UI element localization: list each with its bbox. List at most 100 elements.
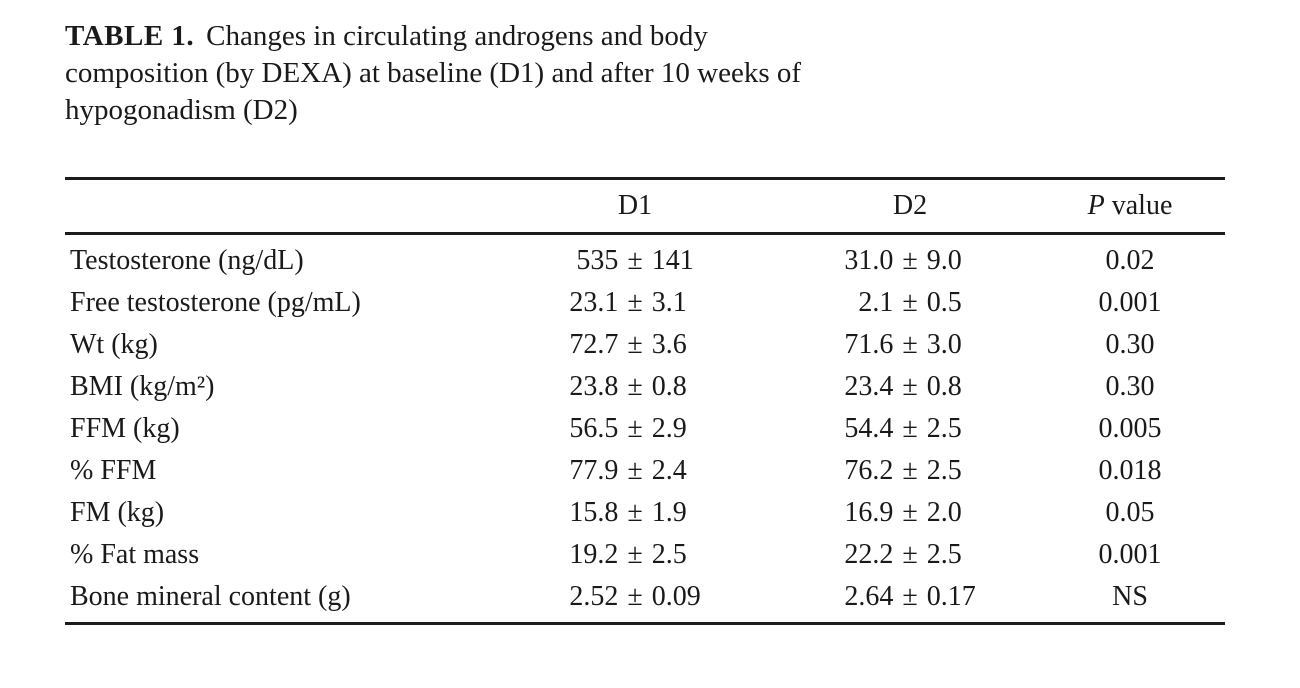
plus-minus-sign: ± <box>627 371 643 402</box>
caption-line: TABLE 1. Changes in circulating androgens… <box>65 18 1165 55</box>
table-row: FFM (kg) 56.5 ±2.9 54.4 ±2.5 0.005 <box>65 408 1225 450</box>
plus-minus-sign: ± <box>902 581 918 612</box>
cell-d2: 31.0 ±9.0 <box>785 245 1035 277</box>
table-header-row: D1 D2 P value <box>65 180 1225 232</box>
cell-d1: 72.7 ±3.6 <box>485 329 785 361</box>
column-header-d1: D1 <box>617 190 653 221</box>
value-sd: 0.8 <box>926 371 962 402</box>
cell-d2: 2.1 ±0.5 <box>785 287 1035 319</box>
table-row: Free testosterone (pg/mL) 23.1 ±3.1 2.1 ±0.5… <box>65 282 1225 324</box>
table-row: Testosterone (ng/dL) 535 ±141 31.0 ±9.0 0.02 <box>65 240 1225 282</box>
value-sd: 3.6 <box>651 329 687 360</box>
value-mean: 2.64 <box>844 581 894 612</box>
row-label: FM (kg) <box>70 497 165 528</box>
value-sd: 2.0 <box>926 497 962 528</box>
table-caption: TABLE 1. Changes in circulating androgens… <box>65 18 1165 129</box>
value-mean: 31.0 <box>844 245 894 276</box>
value-mean: 535 <box>576 245 619 276</box>
plus-minus-sign: ± <box>902 329 918 360</box>
plus-minus-sign: ± <box>902 455 918 486</box>
column-header-pvalue: P value <box>1035 190 1225 222</box>
plus-minus-sign: ± <box>902 497 918 528</box>
caption-line: composition (by DEXA) at baseline (D1) a… <box>65 57 802 89</box>
value-mean: 56.5 <box>569 413 619 444</box>
row-label: Free testosterone (pg/mL) <box>70 287 361 318</box>
row-label: % Fat mass <box>70 539 200 570</box>
cell-d1: 19.2 ±2.5 <box>485 539 785 571</box>
cell-d2: 76.2 ±2.5 <box>785 455 1035 487</box>
cell-d1: 56.5 ±2.9 <box>485 413 785 445</box>
value-sd: 2.5 <box>926 455 962 486</box>
value-sd: 9.0 <box>926 245 962 276</box>
plus-minus-sign: ± <box>627 245 643 276</box>
row-label: FFM (kg) <box>70 413 180 444</box>
table-body: Testosterone (ng/dL) 535 ±141 31.0 ±9.0 0.02 F… <box>65 235 1225 622</box>
value-mean: 23.4 <box>844 371 894 402</box>
cell-d2: 54.4 ±2.5 <box>785 413 1035 445</box>
cell-pvalue: 0.001 <box>1098 539 1162 570</box>
cell-pvalue: 0.30 <box>1105 329 1155 360</box>
plus-minus-sign: ± <box>627 581 643 612</box>
table-number-label: TABLE 1. <box>65 20 195 52</box>
cell-d2: 22.2 ±2.5 <box>785 539 1035 571</box>
cell-d1: 15.8 ±1.9 <box>485 497 785 529</box>
value-sd: 0.09 <box>651 581 701 612</box>
value-mean: 54.4 <box>844 413 894 444</box>
value-sd: 0.5 <box>926 287 962 318</box>
table-bottom-rule <box>65 622 1225 625</box>
plus-minus-sign: ± <box>902 287 918 318</box>
value-sd: 2.9 <box>651 413 687 444</box>
plus-minus-sign: ± <box>627 413 643 444</box>
value-sd: 3.1 <box>651 287 687 318</box>
value-mean: 76.2 <box>844 455 894 486</box>
table-header-rule <box>65 232 1225 235</box>
row-label: % FFM <box>70 455 157 486</box>
value-mean: 16.9 <box>844 497 894 528</box>
row-label: Testosterone (ng/dL) <box>70 245 304 276</box>
value-mean: 15.8 <box>569 497 619 528</box>
cell-pvalue: NS <box>1112 581 1148 612</box>
value-sd: 1.9 <box>651 497 687 528</box>
caption-text: Changes in circulating androgens and bod… <box>206 20 708 52</box>
plus-minus-sign: ± <box>627 329 643 360</box>
value-mean: 71.6 <box>844 329 894 360</box>
plus-minus-sign: ± <box>627 455 643 486</box>
column-header-d2: D2 <box>892 190 928 221</box>
cell-d1: 23.1 ±3.1 <box>485 287 785 319</box>
value-sd: 141 <box>651 245 694 276</box>
value-mean: 22.2 <box>844 539 894 570</box>
value-sd: 0.8 <box>651 371 687 402</box>
plus-minus-sign: ± <box>902 413 918 444</box>
cell-d1: 23.8 ±0.8 <box>485 371 785 403</box>
cell-pvalue: 0.018 <box>1098 455 1162 486</box>
table-row: % FFM 77.9 ±2.4 76.2 ±2.5 0.018 <box>65 450 1225 492</box>
value-mean: 72.7 <box>569 329 619 360</box>
cell-pvalue: 0.005 <box>1098 413 1162 444</box>
cell-d1: 2.52 ±0.09 <box>485 581 785 613</box>
table-row: Bone mineral content (g) 2.52 ±0.09 2.64 ±0.… <box>65 576 1225 618</box>
cell-d2: 2.64 ±0.17 <box>785 581 1035 613</box>
cell-pvalue: 0.001 <box>1098 287 1162 318</box>
value-mean: 2.1 <box>858 287 894 318</box>
plus-minus-sign: ± <box>902 245 918 276</box>
row-label: Bone mineral content (g) <box>70 581 351 612</box>
cell-d1: 535 ±141 <box>485 245 785 277</box>
cell-d1: 77.9 ±2.4 <box>485 455 785 487</box>
value-sd: 2.5 <box>926 413 962 444</box>
value-mean: 2.52 <box>569 581 619 612</box>
row-label: Wt (kg) <box>70 329 158 360</box>
plus-minus-sign: ± <box>902 371 918 402</box>
value-sd: 2.5 <box>926 539 962 570</box>
caption-line: hypogonadism (D2) <box>65 94 298 126</box>
table-top-rule <box>65 177 1225 180</box>
table-row: % Fat mass 19.2 ±2.5 22.2 ±2.5 0.001 <box>65 534 1225 576</box>
plus-minus-sign: ± <box>627 497 643 528</box>
value-mean: 77.9 <box>569 455 619 486</box>
value-mean: 23.1 <box>569 287 619 318</box>
value-sd: 0.17 <box>926 581 976 612</box>
plus-minus-sign: ± <box>627 539 643 570</box>
cell-d2: 16.9 ±2.0 <box>785 497 1035 529</box>
value-sd: 3.0 <box>926 329 962 360</box>
table-row: FM (kg) 15.8 ±1.9 16.9 ±2.0 0.05 <box>65 492 1225 534</box>
